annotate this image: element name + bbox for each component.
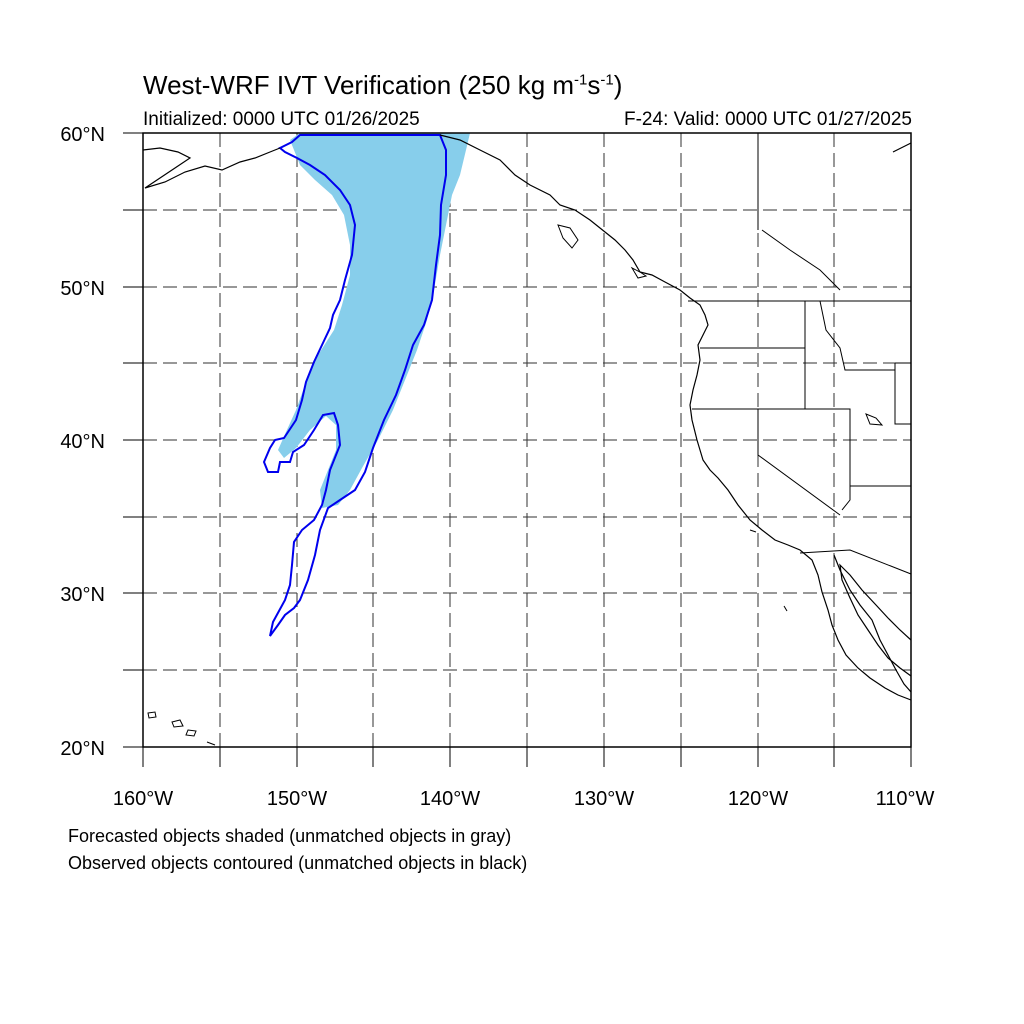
grid-lines [143, 133, 911, 747]
legend-forecast-note: Forecasted objects shaded (unmatched obj… [68, 826, 512, 846]
observed-ivt-contour [262, 134, 447, 637]
valid-time: F-24: Valid: 0000 UTC 01/27/2025 [624, 109, 912, 130]
lon-label-160w: 160°W [113, 788, 173, 810]
lon-label-120w: 120°W [728, 788, 788, 810]
political-borders [688, 133, 912, 575]
lat-label-30n: 30°N [60, 584, 105, 606]
coastline-alaska [142, 147, 281, 189]
lon-label-140w: 140°W [420, 788, 480, 810]
islands [147, 224, 884, 746]
lon-label-130w: 130°W [574, 788, 634, 810]
lat-label-40n: 40°N [60, 431, 105, 453]
latitude-labels: 60°N 50°N 40°N 30°N 20°N [60, 124, 105, 760]
coastline-gulf-of-california [839, 563, 912, 677]
coastline-baja [833, 554, 912, 693]
lat-label-20n: 20°N [60, 738, 105, 760]
longitude-labels: 160°W 150°W 140°W 130°W 120°W 110°W [113, 788, 935, 810]
legend-observed-note: Observed objects contoured (unmatched ob… [68, 853, 528, 873]
tick-marks [123, 132, 912, 767]
lon-label-150w: 150°W [267, 788, 327, 810]
lon-label-110w: 110°W [876, 788, 935, 810]
forecast-ivt-object [278, 133, 470, 508]
coastline-alaska-east [892, 142, 912, 153]
lat-label-60n: 60°N [60, 124, 105, 146]
coastline-north-america [439, 134, 912, 701]
lat-label-50n: 50°N [60, 278, 105, 300]
map-title: West-WRF IVT Verification (250 kg m-1s-1… [143, 70, 623, 100]
initialized-time: Initialized: 0000 UTC 01/26/2025 [143, 109, 420, 130]
